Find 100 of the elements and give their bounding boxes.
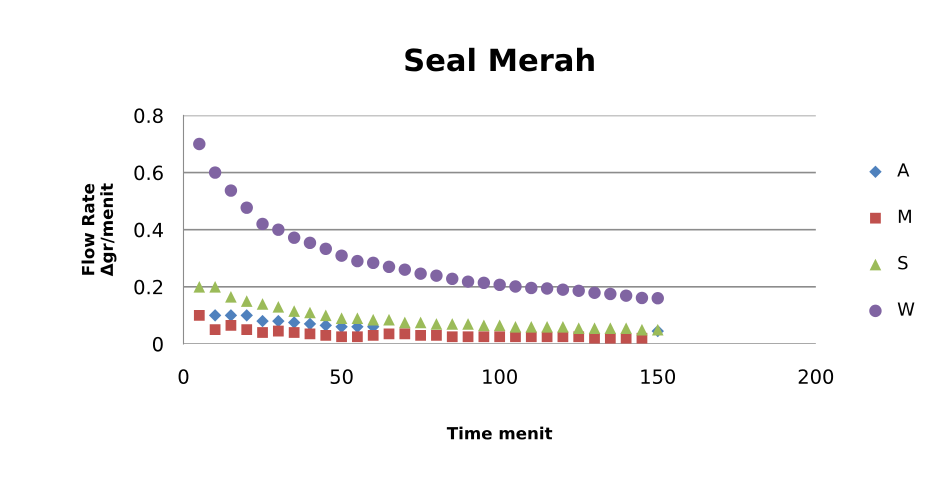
point — [494, 320, 506, 332]
point — [399, 328, 410, 340]
point — [589, 332, 600, 344]
point — [352, 331, 363, 342]
point — [541, 320, 553, 333]
point — [542, 331, 552, 342]
point — [384, 328, 394, 340]
point — [415, 330, 426, 341]
point — [208, 309, 222, 322]
point — [414, 316, 426, 328]
point — [572, 284, 585, 298]
point — [210, 324, 220, 336]
point — [620, 289, 632, 302]
point — [572, 322, 585, 334]
point — [399, 316, 411, 328]
point — [256, 314, 269, 328]
legend-label: W — [898, 302, 914, 316]
point — [257, 327, 268, 338]
point — [209, 280, 221, 293]
x-tick-label: 50 — [330, 369, 353, 384]
point — [446, 331, 458, 342]
x-axis-title: Time menit — [446, 426, 552, 440]
x-tick-label: 200 — [798, 369, 834, 384]
y-axis-title: Flow Rate Δgr/menit — [82, 183, 116, 276]
point — [352, 312, 364, 324]
point — [510, 331, 521, 342]
point — [558, 331, 568, 342]
point — [398, 263, 412, 276]
point — [193, 138, 206, 150]
point — [462, 318, 474, 330]
point — [288, 327, 300, 338]
point — [462, 275, 474, 288]
legend-label: M — [898, 210, 911, 223]
point — [636, 292, 648, 304]
point — [304, 328, 316, 340]
y-tick-label: 0.4 — [134, 222, 163, 238]
point — [193, 280, 206, 293]
point — [604, 288, 617, 300]
point — [208, 166, 222, 179]
point — [382, 260, 396, 274]
point — [320, 242, 332, 256]
point — [446, 318, 458, 330]
point — [368, 330, 379, 341]
point — [194, 310, 205, 321]
point — [652, 292, 664, 304]
point — [431, 330, 442, 341]
point — [272, 314, 285, 328]
point — [525, 282, 538, 294]
y-tick-label: 0.8 — [134, 108, 163, 124]
point — [588, 286, 601, 300]
x-tick-label: 100 — [483, 369, 517, 384]
point — [414, 267, 427, 280]
y-tick-label: 0.2 — [134, 280, 162, 294]
legend-label: S — [898, 256, 908, 270]
point — [478, 276, 490, 290]
point — [351, 254, 364, 268]
point — [256, 298, 268, 310]
point — [224, 184, 238, 197]
point — [226, 320, 236, 331]
point — [288, 316, 300, 329]
point — [288, 305, 300, 317]
point — [240, 295, 253, 307]
point — [525, 320, 538, 333]
y-tick-label: 0 — [152, 336, 163, 352]
point — [494, 331, 506, 342]
point — [636, 324, 648, 336]
point — [367, 314, 380, 326]
point — [556, 283, 570, 296]
point — [430, 269, 443, 282]
point — [304, 306, 316, 318]
point — [335, 249, 348, 262]
point — [272, 326, 284, 336]
point — [272, 300, 284, 313]
point — [446, 272, 458, 286]
point — [304, 236, 316, 250]
point — [240, 309, 253, 322]
point — [478, 331, 490, 342]
point — [588, 322, 600, 334]
point — [241, 324, 252, 336]
point — [620, 322, 632, 334]
point — [510, 320, 522, 333]
point — [493, 278, 506, 292]
point — [336, 312, 348, 324]
point — [478, 320, 490, 332]
x-tick-label: 0 — [178, 369, 188, 384]
point — [320, 330, 332, 341]
point — [604, 322, 616, 334]
point — [225, 290, 237, 303]
point — [256, 218, 269, 230]
point — [272, 223, 285, 236]
point — [366, 256, 380, 270]
point — [288, 231, 300, 244]
point — [509, 280, 522, 293]
point — [430, 318, 442, 330]
x-tick-label: 150 — [641, 369, 676, 384]
point — [557, 320, 569, 333]
point — [540, 282, 554, 295]
point — [320, 310, 332, 322]
point — [462, 331, 474, 342]
chart-title: Seal Merah — [405, 48, 594, 72]
